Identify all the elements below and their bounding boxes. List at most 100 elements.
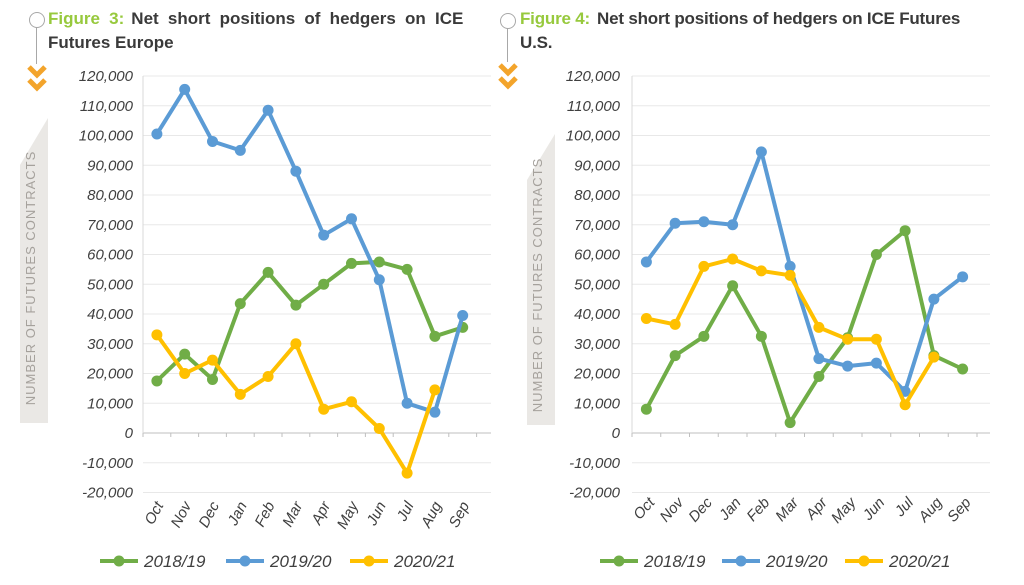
data-point-marker (401, 263, 413, 275)
data-point-marker (207, 373, 218, 385)
data-point-marker (842, 360, 854, 372)
data-point-marker (179, 83, 191, 95)
x-tick-label: Jun (859, 494, 888, 524)
data-point-marker (698, 216, 710, 228)
legend-marker-dot (858, 555, 870, 567)
y-tick-label: 90,000 (574, 157, 621, 174)
data-point-marker (346, 213, 357, 225)
legend-item: 2020/21 (350, 552, 455, 571)
y-tick-label: 70,000 (574, 217, 621, 234)
data-point-marker (870, 333, 882, 345)
legend-label: 2018/19 (143, 552, 206, 571)
legend-label: 2020/21 (888, 552, 950, 571)
data-point-marker (234, 144, 246, 156)
series-2018-19 (640, 225, 969, 429)
y-tick-label: 0 (612, 425, 621, 442)
y-tick-label: -20,000 (569, 485, 621, 502)
data-point-marker (727, 219, 739, 231)
data-point-marker (669, 217, 681, 229)
line-chart-ice-europe: NUMBER OF FUTURES CONTRACTS 120,000 110,00… (20, 68, 491, 571)
data-point-marker (957, 271, 969, 283)
data-point-marker (179, 348, 191, 360)
legend-item: 2019/20 (722, 552, 828, 571)
data-point-marker (784, 260, 796, 272)
anchor-circle-icon (500, 13, 516, 29)
figure3-panel: Figure 3: Net short positions of hedgers … (20, 7, 494, 571)
data-point-marker (784, 269, 796, 281)
x-tick-label: May (334, 498, 363, 532)
x-tick-label: Mar (772, 494, 803, 525)
x-tick-label: Mar (279, 498, 307, 530)
data-point-marker (755, 265, 767, 277)
y-tick-label: -20,000 (82, 485, 134, 502)
legend-marker-dot (735, 555, 747, 567)
y-tick-label: 30,000 (87, 336, 134, 353)
data-point-marker (813, 353, 825, 365)
x-tick-label: Aug (915, 494, 947, 526)
legend-label: 2019/20 (765, 552, 828, 571)
y-axis-title: NUMBER OF FUTURES CONTRACTS (23, 151, 38, 406)
data-point-marker (373, 423, 385, 435)
y-tick-label: 60,000 (574, 247, 621, 264)
data-point-marker (373, 256, 385, 268)
y-tick-label: 0 (125, 425, 134, 442)
y-axis-title: NUMBER OF FUTURES CONTRACTS (530, 158, 545, 413)
data-point-marker (290, 338, 302, 350)
series-line (155, 333, 437, 476)
data-point-marker (698, 260, 710, 272)
data-point-marker (290, 299, 302, 311)
x-tick-label: Dec (685, 494, 716, 526)
legend-label: 2020/21 (393, 552, 455, 571)
series-line (645, 257, 936, 407)
connector-line (36, 27, 37, 64)
data-point-marker (755, 330, 767, 342)
data-point-marker (151, 329, 163, 341)
data-point-marker (290, 165, 302, 177)
legend: 2018/19 2019/20 2020/21 (100, 552, 455, 571)
y-tick-label: -10,000 (82, 455, 134, 472)
data-point-marker (151, 128, 163, 140)
series-2020-21 (640, 253, 940, 411)
y-tick-label: 20,000 (573, 366, 621, 383)
double-chevron-down-icon (498, 63, 518, 90)
x-tick-label: Jan (715, 494, 744, 524)
x-tick-label: May (828, 493, 861, 527)
anchor-circle-icon (29, 12, 45, 28)
y-tick-label: 50,000 (574, 276, 621, 293)
figure-title: Figure 4: Net short positions of hedgers … (520, 7, 1006, 55)
figure-title-line2: Futures Europe (48, 33, 174, 52)
data-point-marker (457, 309, 469, 321)
legend-item: 2018/19 (100, 552, 206, 571)
data-point-marker (346, 257, 357, 269)
y-tick-label: 10,000 (87, 395, 134, 412)
data-point-marker (318, 403, 330, 415)
data-point-marker (262, 266, 274, 278)
figure-label: Figure 4: (520, 9, 590, 28)
data-point-marker (813, 321, 825, 333)
series-line (644, 228, 964, 425)
series-2019-20 (640, 146, 969, 397)
data-point-marker (957, 363, 969, 375)
data-point-marker (870, 357, 882, 369)
figure-title: Figure 3: Net short positions of hedgers … (48, 7, 494, 55)
y-tick-label: 110,000 (80, 98, 134, 115)
connector-line (507, 28, 508, 62)
legend-item: 2020/21 (845, 552, 950, 571)
data-point-marker (784, 417, 796, 429)
y-tick-label: 80,000 (574, 187, 621, 204)
y-tick-label: 10,000 (574, 395, 621, 412)
figure-title-text: Net short positions of hedgers on ICE (131, 9, 464, 28)
legend-marker-dot (113, 555, 125, 567)
x-tick-label: Nov (657, 493, 688, 525)
data-point-marker (640, 312, 652, 324)
data-point-marker (318, 278, 330, 290)
data-point-marker (318, 229, 330, 241)
figure4-panel: Figure 4: Net short positions of hedgers … (498, 0, 1024, 585)
double-chevron-down-icon (27, 65, 47, 92)
figure-title-line1: Figure 4: Net short positions of hedgers … (520, 7, 1006, 31)
data-point-marker (928, 351, 940, 363)
y-tick-label: 40,000 (574, 306, 621, 323)
legend-label: 2019/20 (269, 552, 332, 571)
y-tick-label: 100,000 (566, 128, 621, 145)
y-axis-ribbon (20, 118, 48, 423)
